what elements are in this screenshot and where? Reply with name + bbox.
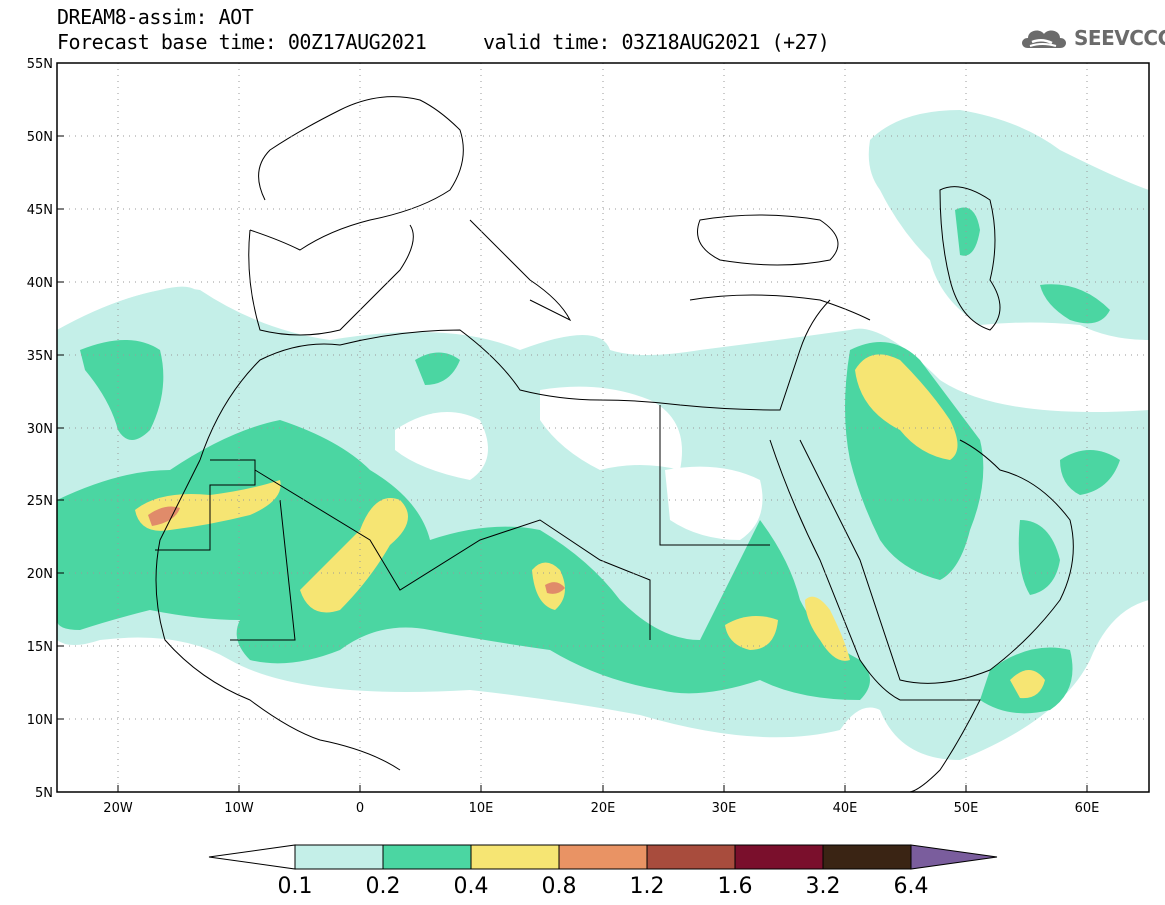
lat-labels: 55N 50N 45N 40N 35N 30N 25N 20N 15N 10N … <box>27 57 53 801</box>
aot-mid-atlantic <box>80 340 164 440</box>
colorbar-under-arrow <box>208 844 296 870</box>
colorbar-label: 3.2 <box>806 874 841 899</box>
colorbar-label: 6.4 <box>894 874 929 899</box>
colorbar-bin <box>646 844 736 870</box>
title-model: DREAM8-assim: AOT <box>57 5 254 29</box>
coast-europe <box>249 96 464 251</box>
lon-label: 50E <box>954 801 979 816</box>
coast-italy <box>469 219 572 322</box>
colorbar-bin <box>558 844 648 870</box>
title-base-time: Forecast base time: 00Z17AUG2021 <box>57 30 427 54</box>
aot-veryhigh-layer <box>148 506 565 594</box>
coast-iberia <box>248 224 414 336</box>
lon-label: 20E <box>591 801 616 816</box>
aot-veryhigh-mauritania <box>148 506 180 526</box>
coast-north-africa <box>199 299 831 461</box>
aot-field <box>57 110 1149 760</box>
aot-gaps <box>210 386 763 540</box>
aot-high-mali <box>300 498 408 613</box>
aot-high-iraq <box>855 354 958 460</box>
lon-label: 10W <box>224 801 254 816</box>
coast-red-sea <box>769 439 901 701</box>
aot-gap-egypt <box>540 386 682 470</box>
colorbar-bin <box>382 844 472 870</box>
colorbar-label: 1.2 <box>630 874 665 899</box>
aot-mid-caspian <box>955 207 980 256</box>
aot-mid-gulf <box>1018 520 1060 595</box>
lat-label: 5N <box>35 786 53 801</box>
lon-label: 20W <box>103 801 133 816</box>
border-mali <box>230 499 296 641</box>
tick-marks <box>57 62 1088 792</box>
lat-label: 10N <box>27 713 53 728</box>
lon-label: 40E <box>833 801 858 816</box>
aot-low-caspian <box>868 110 1149 340</box>
lon-label: 30E <box>712 801 737 816</box>
aot-high-sudan <box>725 616 778 650</box>
colorbar-labels: 0.1 0.2 0.4 0.8 1.2 1.6 3.2 6.4 <box>278 874 929 899</box>
lat-label: 55N <box>27 57 53 72</box>
lat-label: 35N <box>27 349 53 364</box>
lon-labels: 20W 10W 0 10E 20E 30E 40E 50E 60E <box>103 801 1099 816</box>
colorbar-bin <box>734 844 824 870</box>
aot-gap-sudan <box>665 466 763 540</box>
coast-west-africa <box>155 459 401 771</box>
coast-caspian <box>939 186 1001 331</box>
aot-mid-turkmen <box>1040 284 1110 324</box>
lon-label: 60E <box>1075 801 1100 816</box>
colorbar-over-arrow <box>910 844 998 870</box>
coast-black-sea <box>697 214 839 266</box>
colorbar-bin <box>470 844 560 870</box>
border-algeria-mauritania <box>155 459 256 551</box>
lon-label: 10E <box>469 801 494 816</box>
lat-label: 40N <box>27 276 53 291</box>
colorbar-label: 1.6 <box>718 874 753 899</box>
lat-label: 25N <box>27 494 53 509</box>
colorbar-label: 0.1 <box>278 874 313 899</box>
coastlines <box>155 96 1074 792</box>
coast-turkey <box>689 294 871 321</box>
aot-mid-tunisia <box>415 352 460 385</box>
colorbar-bin <box>822 844 912 870</box>
aot-high-eritrea <box>805 596 850 661</box>
colorbar <box>208 844 998 870</box>
colorbar-bin <box>294 844 384 870</box>
lat-label: 20N <box>27 567 53 582</box>
lat-label: 15N <box>27 640 53 655</box>
coast-arabia <box>799 439 1074 684</box>
grid-lines <box>57 63 1149 792</box>
border-libya-egypt <box>659 405 770 546</box>
border-sahara <box>254 469 651 640</box>
seevccc-logo: SEEVCCC <box>1018 22 1165 54</box>
aot-high-arabian-sea <box>1010 670 1045 699</box>
lat-label: 30N <box>27 422 53 437</box>
aot-mid-iran <box>1060 450 1120 495</box>
colorbar-label: 0.4 <box>454 874 489 899</box>
aot-gap-libya <box>395 412 488 480</box>
aot-high-layer <box>135 354 1045 699</box>
cloud-icon <box>1022 30 1066 48</box>
lon-label: 0 <box>356 801 364 816</box>
title-valid-time: valid time: 03Z18AUG2021 (+27) <box>483 30 830 54</box>
colorbar-label: 0.8 <box>542 874 577 899</box>
colorbar-label: 0.2 <box>366 874 401 899</box>
logo-text: SEEVCCC <box>1074 26 1165 50</box>
lat-label: 45N <box>27 203 53 218</box>
coast-horn-africa <box>900 699 981 792</box>
aot-veryhigh-chad <box>545 582 565 594</box>
lat-label: 50N <box>27 130 53 145</box>
